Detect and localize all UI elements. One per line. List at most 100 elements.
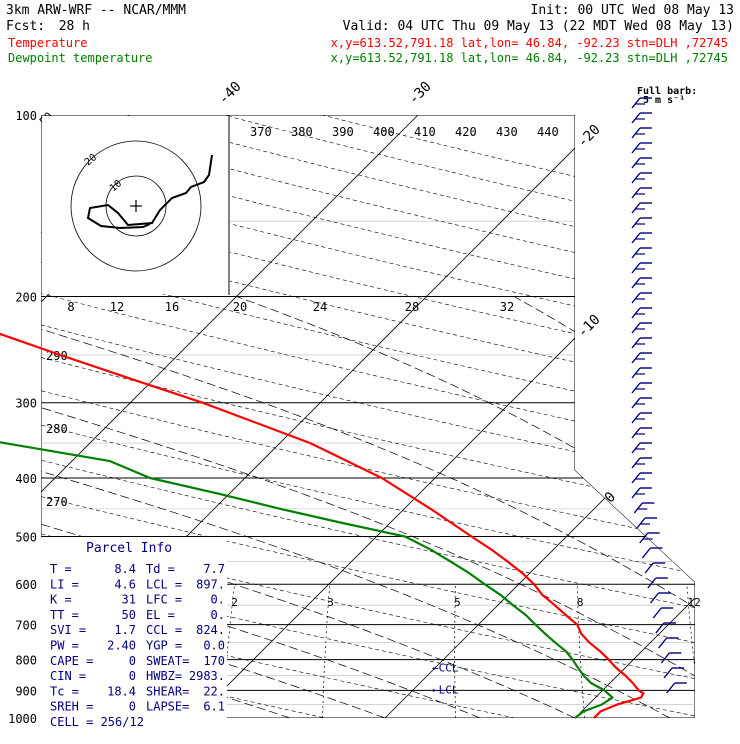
wind-barb-staff	[632, 383, 640, 393]
parcel-row-label-b: LAPSE=	[146, 700, 189, 714]
isotherm-line	[195, 115, 740, 718]
wind-barb-staff	[632, 128, 640, 138]
wind-barb-staff	[632, 278, 640, 288]
legend-dewpoint-label: Dewpoint temperature	[8, 51, 153, 65]
isobar-label: 200	[15, 291, 37, 305]
parcel-row-value-b: 170	[203, 654, 225, 668]
hodo-ring-label: 12	[110, 300, 124, 314]
isobar-label: 900	[15, 684, 37, 698]
wind-barb-staff	[632, 458, 640, 468]
moist-adiabat	[514, 297, 740, 719]
wind-barb-staff	[648, 578, 656, 588]
parcel-row-label-a: LI =	[50, 577, 79, 591]
hodo-ring-label: 24	[313, 300, 327, 314]
isotherm-line	[385, 115, 740, 718]
parcel-row-value-a: 31	[122, 593, 136, 607]
parcel-row-label-b: LCL =	[146, 577, 182, 591]
wind-barb-staff	[632, 113, 640, 123]
wind-barb-staff	[632, 338, 640, 348]
isobar-label: 1000	[8, 712, 37, 726]
parcel-row-value-b: 0.0	[203, 639, 225, 653]
parcel-row-value-b: 0.	[211, 608, 225, 622]
isotherm-label: -10	[575, 312, 604, 341]
parcel-row-value-b: 7.7	[203, 562, 225, 576]
theta-label: 440	[537, 125, 559, 139]
wind-barb-staff	[632, 233, 640, 243]
theta-low-label: 270	[46, 495, 68, 509]
parcel-row-value-b: 0.	[211, 593, 225, 607]
parcel-row-value-a: 50	[122, 608, 136, 622]
mixing-ratio-label: 8	[577, 596, 584, 609]
wind-barb-staff	[661, 653, 669, 663]
isobar-label: 100	[15, 109, 37, 123]
parcel-row-label-b: EL =	[146, 608, 175, 622]
header-fcst-label: Fcst:	[6, 19, 45, 34]
moist-adiabat	[237, 297, 740, 719]
parcel-row-value-b: 22.	[203, 684, 225, 698]
wind-barb-staff	[637, 518, 645, 528]
parcel-row-value-b: 897.	[196, 577, 225, 591]
mixing-ratio-label: 12	[688, 596, 701, 609]
hodo-ring-label: 32	[500, 300, 514, 314]
isotherm-label: -30	[406, 79, 435, 108]
parcel-row-label-a: CIN =	[50, 669, 86, 683]
wind-barb-staff	[632, 143, 640, 153]
parcel-row-label-a: SREH =	[50, 700, 93, 714]
wind-barb-staff	[653, 608, 661, 618]
isobar-label: 400	[15, 472, 37, 486]
mixing-ratio-label: 5	[454, 596, 461, 609]
theta-label: 390	[332, 125, 354, 139]
isobar-label: 300	[15, 397, 37, 411]
header-init: Init: 00 UTC Wed 08 May 13	[531, 3, 735, 18]
theta-low-label: 280	[46, 422, 68, 436]
wind-barb-staff	[632, 293, 640, 303]
parcel-row-label-b: YGP =	[146, 639, 182, 653]
wind-barb-staff	[645, 563, 653, 573]
parcel-row-value-a: 2.40	[107, 639, 136, 653]
isotherm-line	[575, 115, 740, 718]
theta-label: 400	[373, 125, 395, 139]
dry-adiabat	[224, 115, 740, 731]
wind-barb-staff	[632, 413, 640, 423]
parcel-info-title: Parcel Info	[86, 541, 172, 556]
parcel-row-label-b: SWEAT=	[146, 654, 189, 668]
parcel-row-label-a: K =	[50, 593, 72, 607]
legend-dewpoint-info: x,y=613.52,791.18 lat,lon= 46.84, -92.23…	[331, 51, 728, 65]
wind-barb-staff	[632, 473, 640, 483]
wind-barb-staff	[664, 668, 672, 678]
mixing-ratio-label: 3	[327, 596, 334, 609]
wind-barb-staff	[659, 638, 667, 648]
wind-barb-staff	[651, 593, 659, 603]
parcel-row-value-b: 6.1	[203, 700, 225, 714]
isobar-label: 800	[15, 654, 37, 668]
barb-legend-line2: 5 m s⁻¹	[643, 95, 685, 106]
parcel-cell: CELL = 256/12	[50, 715, 144, 729]
header-fcst-value: 28 h	[59, 19, 90, 34]
parcel-row-value-b: 824.	[196, 623, 225, 637]
wind-barb-staff	[632, 173, 640, 183]
parcel-row-label-a: T =	[50, 562, 72, 576]
wind-barb-staff	[642, 548, 650, 558]
hodo-ring-label: 28	[405, 300, 419, 314]
wind-barb-staff	[632, 98, 640, 108]
parcel-row-label-a: CAPE =	[50, 654, 93, 668]
hodo-ring-label: 8	[67, 300, 74, 314]
parcel-row-label-a: SVI =	[50, 623, 86, 637]
wind-barb-staff	[634, 503, 642, 513]
parcel-row-label-a: PW =	[50, 639, 79, 653]
wind-barb-staff	[667, 683, 675, 693]
theta-label: 380	[291, 125, 313, 139]
parcel-row-label-a: Tc =	[50, 684, 79, 698]
wind-barb-staff	[632, 203, 640, 213]
lcl-annotation: ←LCL	[432, 684, 459, 697]
isobar-label: 700	[15, 619, 37, 633]
parcel-row-value-a: 1.7	[114, 623, 136, 637]
parcel-row-value-a: 8.4	[114, 562, 136, 576]
wind-barb-staff	[632, 428, 640, 438]
mixing-ratio-label: 2	[231, 596, 238, 609]
wind-barb-staff	[632, 188, 640, 198]
